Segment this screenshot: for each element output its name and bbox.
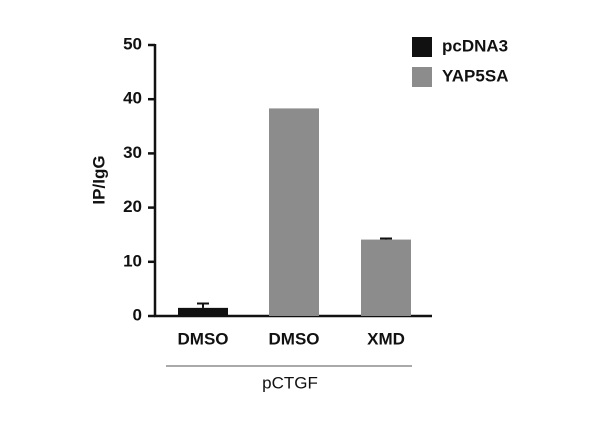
legend-swatch xyxy=(412,37,432,57)
bar xyxy=(178,307,228,316)
group-label: pCTGF xyxy=(262,373,318,392)
bar xyxy=(361,239,411,316)
x-tick-label: DMSO xyxy=(178,329,229,348)
error-bar xyxy=(380,237,392,240)
error-bar xyxy=(197,302,209,308)
x-tick-label: XMD xyxy=(367,329,405,348)
y-tick-label: 50 xyxy=(123,34,142,53)
y-tick-label: 0 xyxy=(133,305,142,324)
legend-label: YAP5SA xyxy=(442,66,508,85)
y-tick-label: 40 xyxy=(123,89,142,108)
bar xyxy=(269,108,319,316)
y-axis-label: IP/IgG xyxy=(89,155,108,204)
y-tick-label: 20 xyxy=(123,197,142,216)
legend-label: pcDNA3 xyxy=(442,36,508,55)
y-tick-label: 30 xyxy=(123,143,142,162)
y-tick-label: 10 xyxy=(123,251,142,270)
x-tick-label: DMSO xyxy=(269,329,320,348)
legend-swatch xyxy=(412,67,432,87)
